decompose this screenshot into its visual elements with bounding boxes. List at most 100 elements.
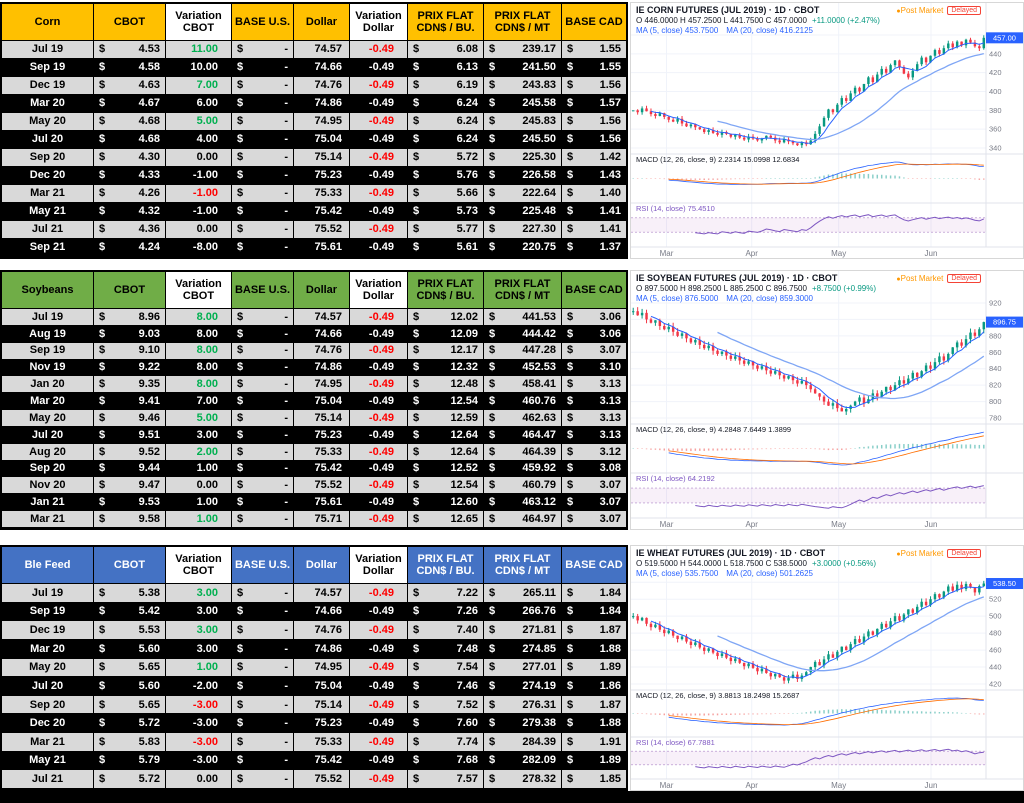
cell-dollar[interactable]: 75.14: [294, 410, 350, 427]
cell-month[interactable]: Sep 19: [2, 342, 94, 360]
cell-cbot[interactable]: $9.10: [94, 342, 166, 360]
cell-month[interactable]: May 21: [2, 203, 94, 221]
cell-var_dollar[interactable]: -0.49: [350, 149, 408, 167]
cell-base_us[interactable]: $ -: [232, 751, 294, 771]
table-row[interactable]: Aug 20 $9.52 2.00 $ -75.33 -0.49 $12.64 $464.39…: [2, 443, 626, 461]
cell-base_cad[interactable]: $1.89: [562, 658, 626, 678]
cell-flat_bu[interactable]: $6.24: [408, 131, 484, 149]
cell-base_us[interactable]: $ -: [232, 149, 294, 167]
cell-base_cad[interactable]: $3.10: [562, 359, 626, 377]
cell-month[interactable]: Dec 19: [2, 77, 94, 95]
cell-var_cbot[interactable]: 0.00: [166, 149, 232, 167]
cell-var_dollar[interactable]: -0.49: [350, 658, 408, 678]
cell-flat_bu[interactable]: $5.72: [408, 149, 484, 167]
cell-flat_bu[interactable]: $7.52: [408, 695, 484, 715]
column-header[interactable]: BASE U.S.: [232, 272, 294, 309]
cell-base_cad[interactable]: $1.88: [562, 714, 626, 734]
column-header[interactable]: Variation CBOT: [166, 547, 232, 584]
column-header[interactable]: Variation CBOT: [166, 272, 232, 309]
cell-base_us[interactable]: $ -: [232, 602, 294, 622]
cell-var_dollar[interactable]: -0.49: [350, 325, 408, 343]
cell-flat_mt[interactable]: $464.97: [484, 511, 562, 528]
column-header[interactable]: PRIX FLAT CDN$ / BU.: [408, 272, 484, 309]
cell-base_cad[interactable]: $1.55: [562, 41, 626, 59]
cell-flat_bu[interactable]: $12.59: [408, 410, 484, 427]
cell-dollar[interactable]: 75.42: [294, 751, 350, 771]
table-row[interactable]: Aug 19 $9.03 8.00 $ -74.66 -0.49 $12.09 $444.42…: [2, 325, 626, 343]
cell-var_cbot[interactable]: 8.00: [166, 325, 232, 343]
cell-month[interactable]: Sep 20: [2, 695, 94, 715]
cell-dollar[interactable]: 74.66: [294, 59, 350, 77]
cell-base_us[interactable]: $ -: [232, 695, 294, 715]
cell-base_cad[interactable]: $3.13: [562, 410, 626, 427]
column-header[interactable]: BASE CAD: [562, 272, 626, 309]
cell-month[interactable]: May 20: [2, 658, 94, 678]
cell-month[interactable]: Sep 20: [2, 149, 94, 167]
cell-month[interactable]: Mar 20: [2, 639, 94, 659]
table-row[interactable]: Sep 19 $9.10 8.00 $ -74.76 -0.49 $12.17 $447.28…: [2, 342, 626, 360]
cell-var_cbot[interactable]: 1.00: [166, 494, 232, 512]
cell-flat_mt[interactable]: $279.38: [484, 714, 562, 734]
cell-base_us[interactable]: $ -: [232, 185, 294, 203]
cell-flat_mt[interactable]: $278.32: [484, 770, 562, 790]
cell-base_us[interactable]: $ -: [232, 113, 294, 131]
cell-base_us[interactable]: $ -: [232, 477, 294, 495]
cell-flat_mt[interactable]: $284.39: [484, 733, 562, 752]
cell-month[interactable]: Mar 20: [2, 95, 94, 113]
column-header[interactable]: Variation CBOT: [166, 4, 232, 41]
cell-base_cad[interactable]: $1.37: [562, 239, 626, 257]
cell-var_cbot[interactable]: 3.00: [166, 621, 232, 640]
cell-month[interactable]: Nov 20: [2, 477, 94, 495]
cell-flat_bu[interactable]: $7.46: [408, 677, 484, 696]
cell-month[interactable]: Aug 20: [2, 443, 94, 461]
cell-var_cbot[interactable]: 5.00: [166, 410, 232, 427]
cell-cbot[interactable]: $4.24: [94, 239, 166, 257]
cell-base_us[interactable]: $ -: [232, 342, 294, 360]
cell-base_us[interactable]: $ -: [232, 393, 294, 411]
cell-var_cbot[interactable]: -3.00: [166, 714, 232, 734]
cell-cbot[interactable]: $9.47: [94, 477, 166, 495]
cell-base_us[interactable]: $ -: [232, 443, 294, 461]
table-row[interactable]: Sep 19 $4.58 10.00 $ -74.66 -0.49 $6.13 $241.50…: [2, 59, 626, 77]
cell-flat_bu[interactable]: $12.02: [408, 309, 484, 326]
cell-flat_bu[interactable]: $5.76: [408, 167, 484, 185]
column-header[interactable]: CBOT: [94, 4, 166, 41]
cell-var_cbot[interactable]: 0.00: [166, 770, 232, 790]
cell-base_cad[interactable]: $3.07: [562, 511, 626, 528]
cell-flat_mt[interactable]: $460.76: [484, 393, 562, 411]
cell-base_cad[interactable]: $3.07: [562, 494, 626, 512]
table-row[interactable]: Jul 20 $9.51 3.00 $ -75.23 -0.49 $12.64 $464.47…: [2, 426, 626, 444]
cell-base_us[interactable]: $ -: [232, 95, 294, 113]
cell-cbot[interactable]: $9.53: [94, 494, 166, 512]
table-row[interactable]: Jul 21 $5.72 0.00 $ -75.52 -0.49 $7.57 $278.32 $…: [2, 770, 626, 790]
cell-base_cad[interactable]: $1.84: [562, 584, 626, 603]
cell-flat_mt[interactable]: $277.01: [484, 658, 562, 678]
cell-flat_bu[interactable]: $12.60: [408, 494, 484, 512]
cell-dollar[interactable]: 74.95: [294, 376, 350, 394]
cell-cbot[interactable]: $4.26: [94, 185, 166, 203]
cell-dollar[interactable]: 75.04: [294, 677, 350, 696]
cell-flat_bu[interactable]: $7.57: [408, 770, 484, 790]
cell-cbot[interactable]: $4.30: [94, 149, 166, 167]
table-row[interactable]: Jul 20 $5.60 -2.00 $ -75.04 -0.49 $7.46 $274.19…: [2, 677, 626, 696]
cell-month[interactable]: Mar 21: [2, 185, 94, 203]
cell-flat_bu[interactable]: $7.48: [408, 639, 484, 659]
cell-flat_mt[interactable]: $225.30: [484, 149, 562, 167]
cell-month[interactable]: Sep 21: [2, 239, 94, 257]
cell-base_us[interactable]: $ -: [232, 376, 294, 394]
cell-var_cbot[interactable]: 11.00: [166, 41, 232, 59]
cell-cbot[interactable]: $4.33: [94, 167, 166, 185]
cell-flat_bu[interactable]: $7.54: [408, 658, 484, 678]
cell-var_cbot[interactable]: -3.00: [166, 695, 232, 715]
cell-base_cad[interactable]: $3.13: [562, 426, 626, 444]
cell-var_cbot[interactable]: 8.00: [166, 359, 232, 377]
cell-cbot[interactable]: $8.96: [94, 309, 166, 326]
cell-dollar[interactable]: 74.57: [294, 309, 350, 326]
cell-cbot[interactable]: $9.44: [94, 460, 166, 478]
cell-cbot[interactable]: $5.65: [94, 658, 166, 678]
cell-var_dollar[interactable]: -0.49: [350, 77, 408, 95]
table-row[interactable]: Jul 19 $8.96 8.00 $ -74.57 -0.49 $12.02 $441.53…: [2, 309, 626, 326]
table-row[interactable]: Mar 20 $4.67 6.00 $ -74.86 -0.49 $6.24 $245.58 $…: [2, 95, 626, 113]
cell-base_us[interactable]: $ -: [232, 77, 294, 95]
table-row[interactable]: Mar 21 $9.58 1.00 $ -75.71 -0.49 $12.65 $464.97…: [2, 511, 626, 528]
